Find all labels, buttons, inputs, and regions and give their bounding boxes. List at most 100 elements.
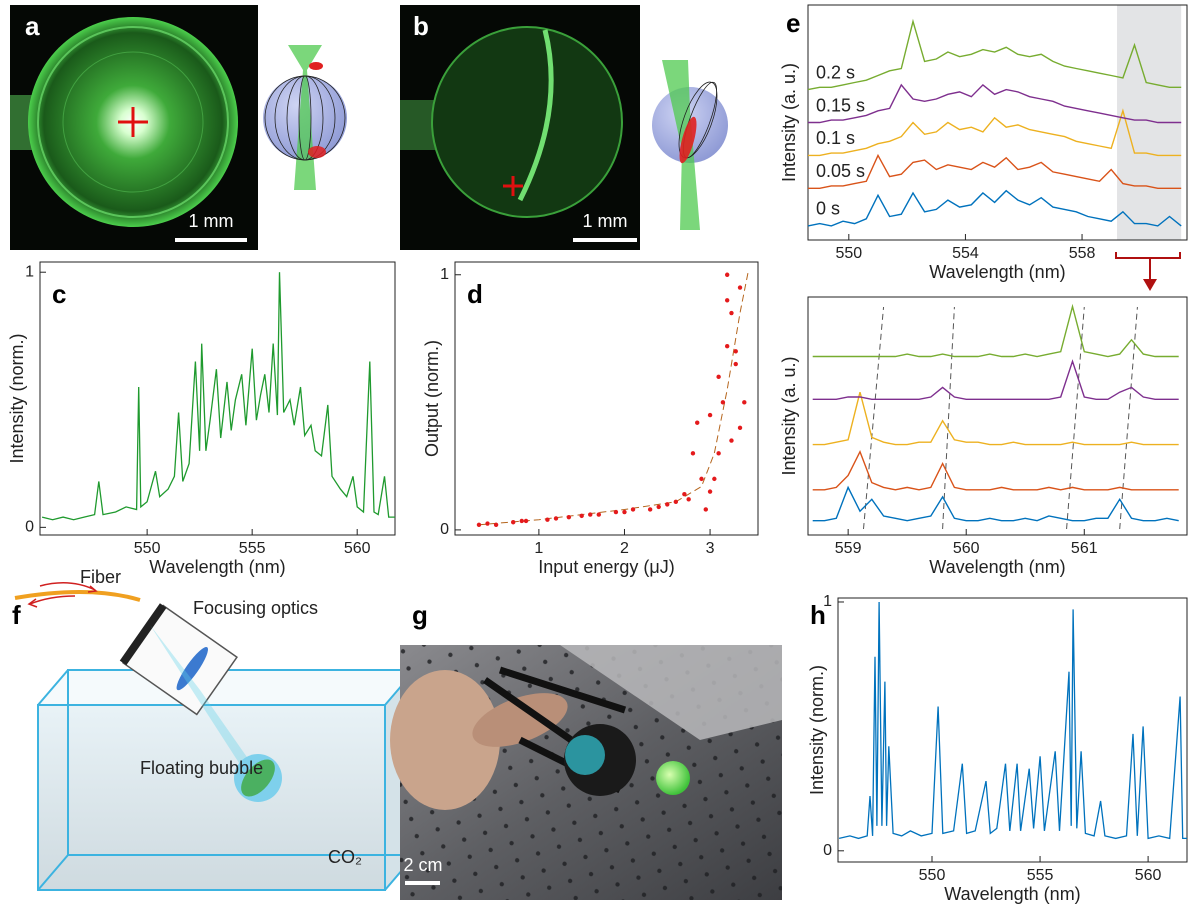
- data-point: [724, 343, 730, 349]
- y-tick-label: 0: [823, 842, 832, 859]
- spectrum-line: [808, 108, 1182, 157]
- x-tick-label: 1: [534, 540, 543, 557]
- panel-a-image: [10, 5, 258, 250]
- series-label: 0.2 s: [816, 62, 855, 82]
- guide-line: [1066, 306, 1085, 530]
- data-point: [729, 310, 734, 316]
- series-label: 0 s: [816, 199, 840, 219]
- x-tick-label: 3: [706, 540, 715, 557]
- data-point: [647, 507, 653, 512]
- data-point: [673, 499, 679, 505]
- data-point: [742, 400, 747, 405]
- x-tick-label: 560: [344, 540, 371, 557]
- x-tick-label: 561: [1071, 540, 1098, 557]
- axes-frame: [454, 261, 759, 536]
- data-point: [707, 412, 713, 418]
- y-tick-label: 1: [440, 266, 449, 283]
- sphere-diagram-b: [652, 60, 728, 230]
- x-tick-label: 550: [919, 867, 946, 884]
- data-point: [724, 298, 730, 303]
- x-tick-label: 555: [239, 540, 266, 557]
- series-label: 0.15 s: [816, 95, 865, 115]
- scale-bar-label: 2 cm: [403, 855, 442, 875]
- spectrum-line: [812, 392, 1179, 446]
- spectrum-line: [812, 485, 1179, 522]
- setup-label: Fiber: [80, 567, 121, 587]
- spectrum-line: [838, 601, 1187, 840]
- data-point: [476, 522, 482, 527]
- x-tick-label: 550: [134, 540, 161, 557]
- data-point: [485, 521, 490, 526]
- data-point: [733, 361, 738, 367]
- x-axis-label: Wavelength (nm): [929, 557, 1065, 577]
- setup-diagram: [14, 582, 416, 891]
- spectrum-line: [812, 359, 1179, 400]
- data-point: [588, 512, 593, 517]
- axes-frame: [39, 261, 396, 536]
- y-tick-label: 1: [25, 263, 34, 280]
- panel-label: h: [810, 600, 826, 630]
- data-point: [613, 509, 619, 515]
- data-point: [703, 507, 708, 512]
- panel-label: f: [12, 600, 21, 630]
- data-point: [686, 497, 691, 502]
- data-point: [720, 400, 726, 405]
- panel-label: c: [52, 279, 66, 309]
- data-point: [493, 522, 499, 527]
- series-label: 0.1 s: [816, 128, 855, 148]
- axes-frame: [837, 597, 1188, 863]
- setup-label: Floating bubble: [140, 758, 263, 778]
- x-tick-label: 560: [1135, 867, 1162, 884]
- data-point: [630, 507, 636, 512]
- axes-frame: [807, 296, 1188, 536]
- y-axis-label: Intensity (norm.): [7, 333, 27, 463]
- scale-bar-label: 1 mm: [189, 211, 234, 231]
- x-tick-label: 554: [952, 245, 979, 262]
- scale-bar-label: 1 mm: [583, 211, 628, 231]
- zoom-arrow: [1115, 252, 1181, 291]
- panel-b-image: [400, 5, 640, 250]
- panel-label: b: [413, 11, 429, 41]
- panel-label: g: [412, 600, 428, 630]
- setup-label: Focusing optics: [193, 598, 318, 618]
- x-axis-label: Wavelength (nm): [929, 262, 1065, 282]
- y-axis-label: Intensity (a. u.): [779, 356, 799, 475]
- y-axis-label: Intensity (a. u.): [779, 63, 799, 182]
- y-tick-label: 0: [440, 521, 449, 538]
- data-point: [622, 509, 627, 515]
- guide-line: [942, 306, 955, 530]
- data-point: [737, 285, 743, 290]
- x-tick-label: 550: [835, 245, 862, 262]
- sphere-diagram-a: [263, 45, 347, 190]
- data-point: [545, 517, 550, 522]
- spectrum-line: [807, 189, 1182, 227]
- y-axis-label: Output (norm.): [422, 340, 442, 457]
- panel-label: d: [467, 279, 483, 309]
- data-point: [695, 420, 700, 425]
- panel-label: e: [786, 8, 800, 38]
- panel-label: a: [25, 11, 40, 41]
- x-tick-label: 2: [620, 540, 629, 557]
- data-point: [596, 512, 601, 517]
- data-point: [716, 374, 721, 380]
- data-point: [519, 518, 524, 524]
- spectrum-line: [807, 18, 1182, 91]
- data-point: [682, 491, 687, 497]
- data-point: [511, 520, 516, 525]
- data-point: [656, 504, 661, 510]
- data-point: [724, 272, 730, 277]
- data-point: [737, 425, 743, 431]
- data-point: [523, 518, 529, 524]
- spectrum-line: [812, 449, 1179, 491]
- data-point: [729, 438, 734, 443]
- spectrum-line: [812, 303, 1179, 358]
- data-point: [716, 451, 721, 456]
- x-tick-label: 555: [1027, 867, 1054, 884]
- data-point: [712, 476, 717, 482]
- data-point: [733, 349, 738, 354]
- setup-label: CO₂: [328, 847, 362, 867]
- x-axis-label: Wavelength (nm): [149, 557, 285, 577]
- data-point: [690, 451, 696, 456]
- data-point: [699, 476, 704, 482]
